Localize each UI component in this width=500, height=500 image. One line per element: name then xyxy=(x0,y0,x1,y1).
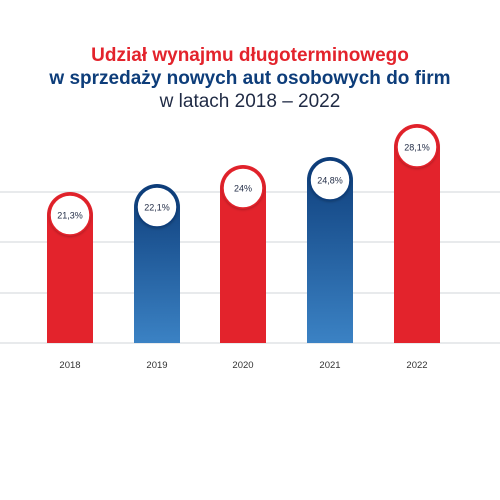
bars: 21,3% 22,1% 24% 24,8% 28,1% xyxy=(47,124,440,343)
data-label-2022: 28,1% xyxy=(404,143,430,153)
data-label-bubble xyxy=(309,159,351,201)
bar-2022 xyxy=(394,124,440,343)
x-tick-label-2018: 2018 xyxy=(59,360,80,371)
bar-2020 xyxy=(220,165,266,343)
chart-subtitle: w latach 2018 – 2022 xyxy=(159,91,341,113)
data-label-2018: 21,3% xyxy=(57,211,83,221)
data-label-2020: 24% xyxy=(234,184,252,194)
bar-2021 xyxy=(307,157,353,343)
x-tick-label-2019: 2019 xyxy=(146,360,167,371)
data-label-bubble xyxy=(222,167,264,209)
data-label-2019: 22,1% xyxy=(144,203,170,213)
chart-title-block: Udział wynajmu długoterminowego w sprzed… xyxy=(0,44,500,114)
x-tick-label-2022: 2022 xyxy=(406,360,427,371)
x-tick-label-2020: 2020 xyxy=(232,360,253,371)
x-tick-label-2021: 2021 xyxy=(319,360,340,371)
tick-labels: 2018 2019 2020 2021 2022 xyxy=(59,360,427,371)
chart-title-line2: w sprzedaży nowych aut osobowych do firm xyxy=(49,68,451,90)
data-label-2021: 24,8% xyxy=(317,176,343,186)
data-label-bubble xyxy=(396,126,438,168)
data-label-bubble xyxy=(49,194,91,236)
chart-title-line1: Udział wynajmu długoterminowego xyxy=(91,45,409,66)
data-label-bubble xyxy=(136,186,178,228)
